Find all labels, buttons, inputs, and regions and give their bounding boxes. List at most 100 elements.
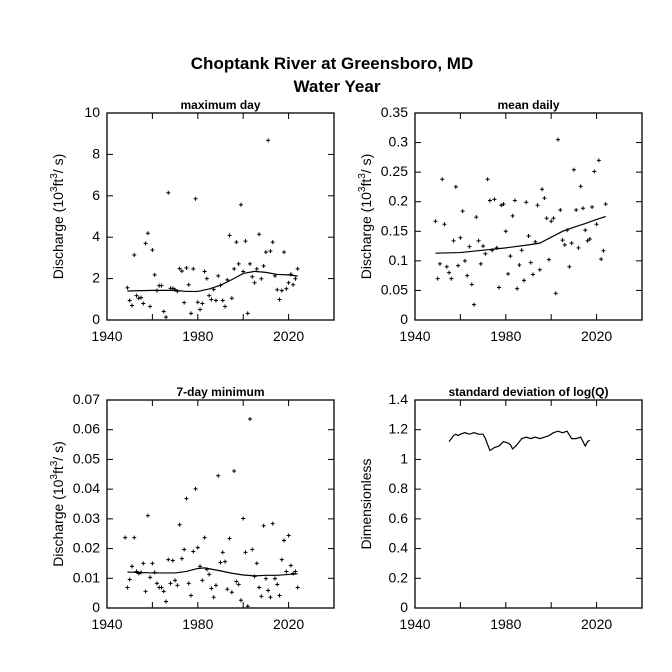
data-point <box>542 196 547 201</box>
data-point <box>159 283 164 288</box>
data-point <box>184 265 189 270</box>
y-tick-label: 0.15 <box>381 222 408 238</box>
data-point <box>132 253 137 258</box>
data-point <box>202 535 207 540</box>
data-point <box>483 251 488 256</box>
series-line <box>448 430 591 452</box>
panel-1: maximum day 1940 1980 2020 0 2 4 6 8 10 Discharge … <box>49 98 335 344</box>
data-point <box>275 582 280 587</box>
data-point <box>177 522 182 527</box>
data-point <box>179 556 184 561</box>
data-point <box>243 550 248 555</box>
data-point <box>268 595 273 600</box>
data-point <box>492 197 497 202</box>
data-point <box>472 302 477 307</box>
data-point <box>481 244 486 249</box>
y-tick-label: 6 <box>92 187 100 203</box>
label-part: Discharge (10 <box>358 192 374 279</box>
superscript: 3 <box>357 186 368 192</box>
data-point <box>191 549 196 554</box>
data-point <box>279 557 284 562</box>
panel-title: 7-day minimum <box>176 385 264 399</box>
y-tick-label: 4 <box>92 228 100 244</box>
data-point <box>177 266 182 271</box>
data-point <box>150 248 155 253</box>
data-point <box>293 276 298 281</box>
data-point <box>238 598 243 603</box>
data-point <box>551 216 556 221</box>
data-point <box>143 589 148 594</box>
y-tick-label: 0 <box>400 599 408 615</box>
data-point <box>462 258 467 263</box>
x-tick-label: 2020 <box>581 616 612 632</box>
data-point <box>512 198 517 203</box>
data-point <box>263 576 268 581</box>
data-point <box>282 538 287 543</box>
data-point <box>524 200 529 205</box>
data-point <box>232 469 237 474</box>
data-point <box>467 244 472 249</box>
data-point <box>204 276 209 281</box>
data-point <box>590 205 595 210</box>
x-tick-label: 1940 <box>91 616 122 632</box>
data-point <box>186 581 191 586</box>
data-point <box>129 303 134 308</box>
y-tick-label: 0.01 <box>73 569 100 585</box>
data-point <box>295 585 300 590</box>
y-tick-label: 1.2 <box>389 421 409 437</box>
data-point <box>544 216 549 221</box>
data-point <box>585 238 590 243</box>
data-point <box>478 261 483 266</box>
y-tick-label: 0.2 <box>389 193 409 209</box>
data-point <box>220 298 225 303</box>
data-point <box>263 250 268 255</box>
x-tick-label: 1980 <box>490 328 521 344</box>
data-point <box>496 285 501 290</box>
data-point <box>250 274 255 279</box>
data-point <box>576 245 581 250</box>
data-point <box>195 300 200 305</box>
data-point <box>519 248 524 253</box>
data-point <box>139 295 144 300</box>
data-point <box>168 581 173 586</box>
data-point <box>188 593 193 598</box>
label-part: ft <box>50 466 66 474</box>
data-point <box>571 167 576 172</box>
data-point <box>220 550 225 555</box>
x-tick-label: 1940 <box>91 328 122 344</box>
data-point <box>248 261 253 266</box>
figure-title-line1: Choptank River at Greensboro, MD <box>191 54 473 73</box>
data-point <box>207 572 212 577</box>
superscript: 3 <box>49 460 60 466</box>
y-axis-label: Discharge (103ft3/ s) <box>49 441 66 567</box>
data-point <box>182 547 187 552</box>
data-point <box>506 271 511 276</box>
data-point <box>127 577 132 582</box>
data-point <box>125 285 130 290</box>
data-point <box>243 239 248 244</box>
trend-line <box>127 270 298 293</box>
data-point <box>173 578 178 583</box>
trend-line <box>127 567 298 577</box>
data-point <box>458 235 463 240</box>
superscript: 3 <box>357 173 368 179</box>
data-point <box>437 261 442 266</box>
data-point <box>166 190 171 195</box>
y-tick-label: 8 <box>92 145 100 161</box>
data-point <box>143 241 148 246</box>
data-point <box>476 238 481 243</box>
y-tick-label: 0.03 <box>73 510 100 526</box>
data-point <box>236 582 241 587</box>
data-point <box>227 536 232 541</box>
data-point <box>175 583 180 588</box>
data-point <box>257 232 262 237</box>
data-point <box>515 286 520 291</box>
data-point <box>248 417 253 422</box>
panel-title: standard deviation of log(Q) <box>448 385 608 399</box>
data-point <box>182 300 187 305</box>
y-tick-label: 0.2 <box>389 569 409 585</box>
data-point <box>161 589 166 594</box>
data-point <box>592 169 597 174</box>
x-tick-label: 1940 <box>399 328 430 344</box>
